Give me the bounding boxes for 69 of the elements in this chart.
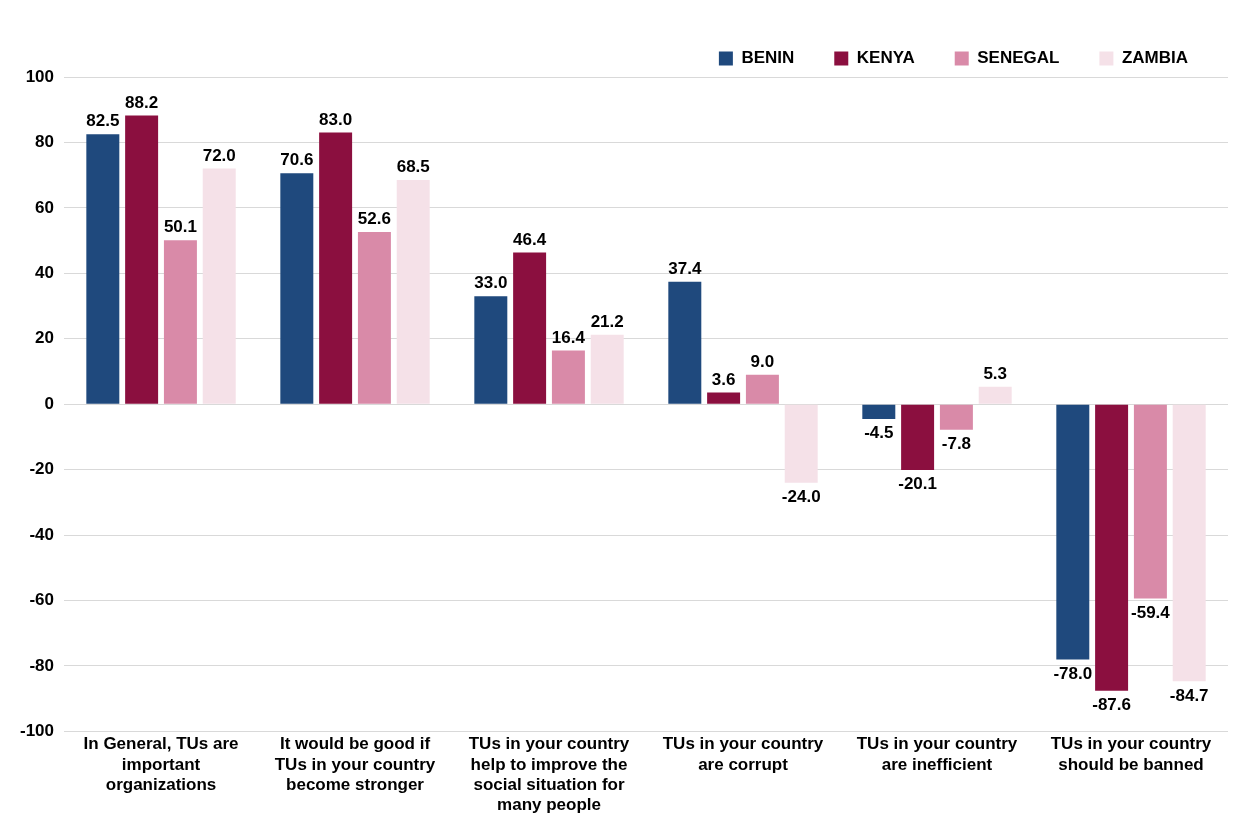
data-label: 72.0 (202, 145, 236, 165)
y-tick-label: 60 (35, 197, 55, 217)
y-tick-label: 20 (35, 328, 55, 348)
bar (551, 350, 585, 404)
bar (396, 180, 430, 404)
bar (1133, 404, 1167, 599)
bar (862, 404, 896, 419)
bar (590, 334, 624, 404)
data-label: -59.4 (1131, 602, 1171, 622)
bar (319, 132, 353, 404)
bar (978, 386, 1012, 404)
data-label: -4.5 (864, 423, 894, 443)
data-label: 5.3 (983, 364, 1008, 384)
bar (901, 404, 935, 470)
y-tick-label: 80 (35, 132, 55, 152)
y-tick-label: 0 (44, 393, 55, 413)
x-tick-label: In General, TUs are important organizations (83, 734, 239, 795)
data-label: -20.1 (898, 474, 937, 494)
bar (163, 240, 197, 404)
x-tick-label: TUs in your country are corrupt (662, 734, 824, 774)
data-label: 33.0 (474, 273, 508, 293)
legend-label: BENIN (741, 48, 795, 68)
data-label: 88.2 (125, 92, 159, 112)
bar (280, 173, 314, 404)
legend-label: KENYA (856, 48, 915, 68)
y-tick-label: -80 (29, 655, 55, 675)
bar (357, 232, 391, 404)
x-tick-label: TUs in your country should be banned (1050, 734, 1212, 774)
data-label: 9.0 (750, 351, 775, 371)
legend-label: ZAMBIA (1121, 48, 1189, 68)
data-label: 82.5 (86, 111, 120, 131)
bar (513, 252, 547, 404)
bar (1095, 404, 1129, 691)
y-tick-label: -60 (29, 590, 55, 610)
bar (1172, 404, 1206, 682)
data-label: 21.2 (590, 312, 624, 332)
bar (125, 115, 159, 404)
y-tick-label: -20 (29, 459, 55, 479)
data-label: -78.0 (1053, 663, 1093, 683)
legend-label: SENEGAL (977, 48, 1060, 68)
bar (474, 296, 508, 404)
y-tick-label: -100 (19, 721, 55, 741)
x-tick-label: TUs in your country are inefficient (856, 734, 1018, 774)
data-label: -84.7 (1169, 685, 1209, 705)
bar (668, 281, 702, 404)
data-label: -7.8 (941, 433, 972, 453)
bar (1056, 404, 1090, 660)
data-label: 37.4 (668, 259, 702, 279)
x-tick-label: It would be good if TUs in your country become stronger (274, 734, 436, 795)
bar (939, 404, 973, 430)
bar (86, 134, 120, 404)
data-label: 16.4 (551, 327, 586, 347)
bar (707, 392, 741, 404)
data-label: 68.5 (396, 157, 430, 177)
y-tick-label: 100 (25, 66, 55, 86)
data-label: 3.6 (711, 369, 736, 389)
bar (202, 168, 236, 404)
data-label: 50.1 (163, 217, 197, 237)
bar (784, 404, 818, 483)
x-tick-label: TUs in your country help to improve the social situation for many people (468, 734, 630, 815)
data-label: -24.0 (781, 486, 821, 506)
y-tick-label: 40 (35, 263, 55, 283)
data-label: 46.4 (513, 229, 547, 249)
bar (745, 374, 779, 404)
data-label: 70.6 (280, 150, 314, 170)
data-label: 52.6 (357, 209, 391, 229)
data-label: 83.0 (319, 109, 353, 129)
data-label: -87.6 (1092, 695, 1131, 715)
y-tick-label: -40 (29, 524, 55, 544)
